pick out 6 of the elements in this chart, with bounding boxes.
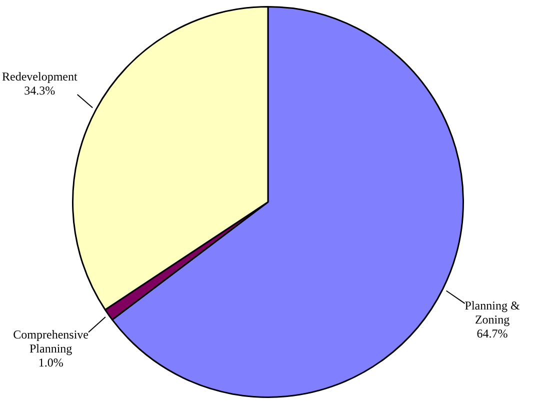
slice-label: Planning & Zoning bbox=[464, 298, 520, 327]
data-label: 64.7% bbox=[476, 326, 508, 341]
data-label: 34.3% bbox=[24, 84, 56, 98]
slice-label: Redevelopment bbox=[2, 70, 78, 84]
data-label: 1.0% bbox=[38, 355, 64, 370]
slice-label: Comprehensive Planning bbox=[13, 327, 88, 356]
